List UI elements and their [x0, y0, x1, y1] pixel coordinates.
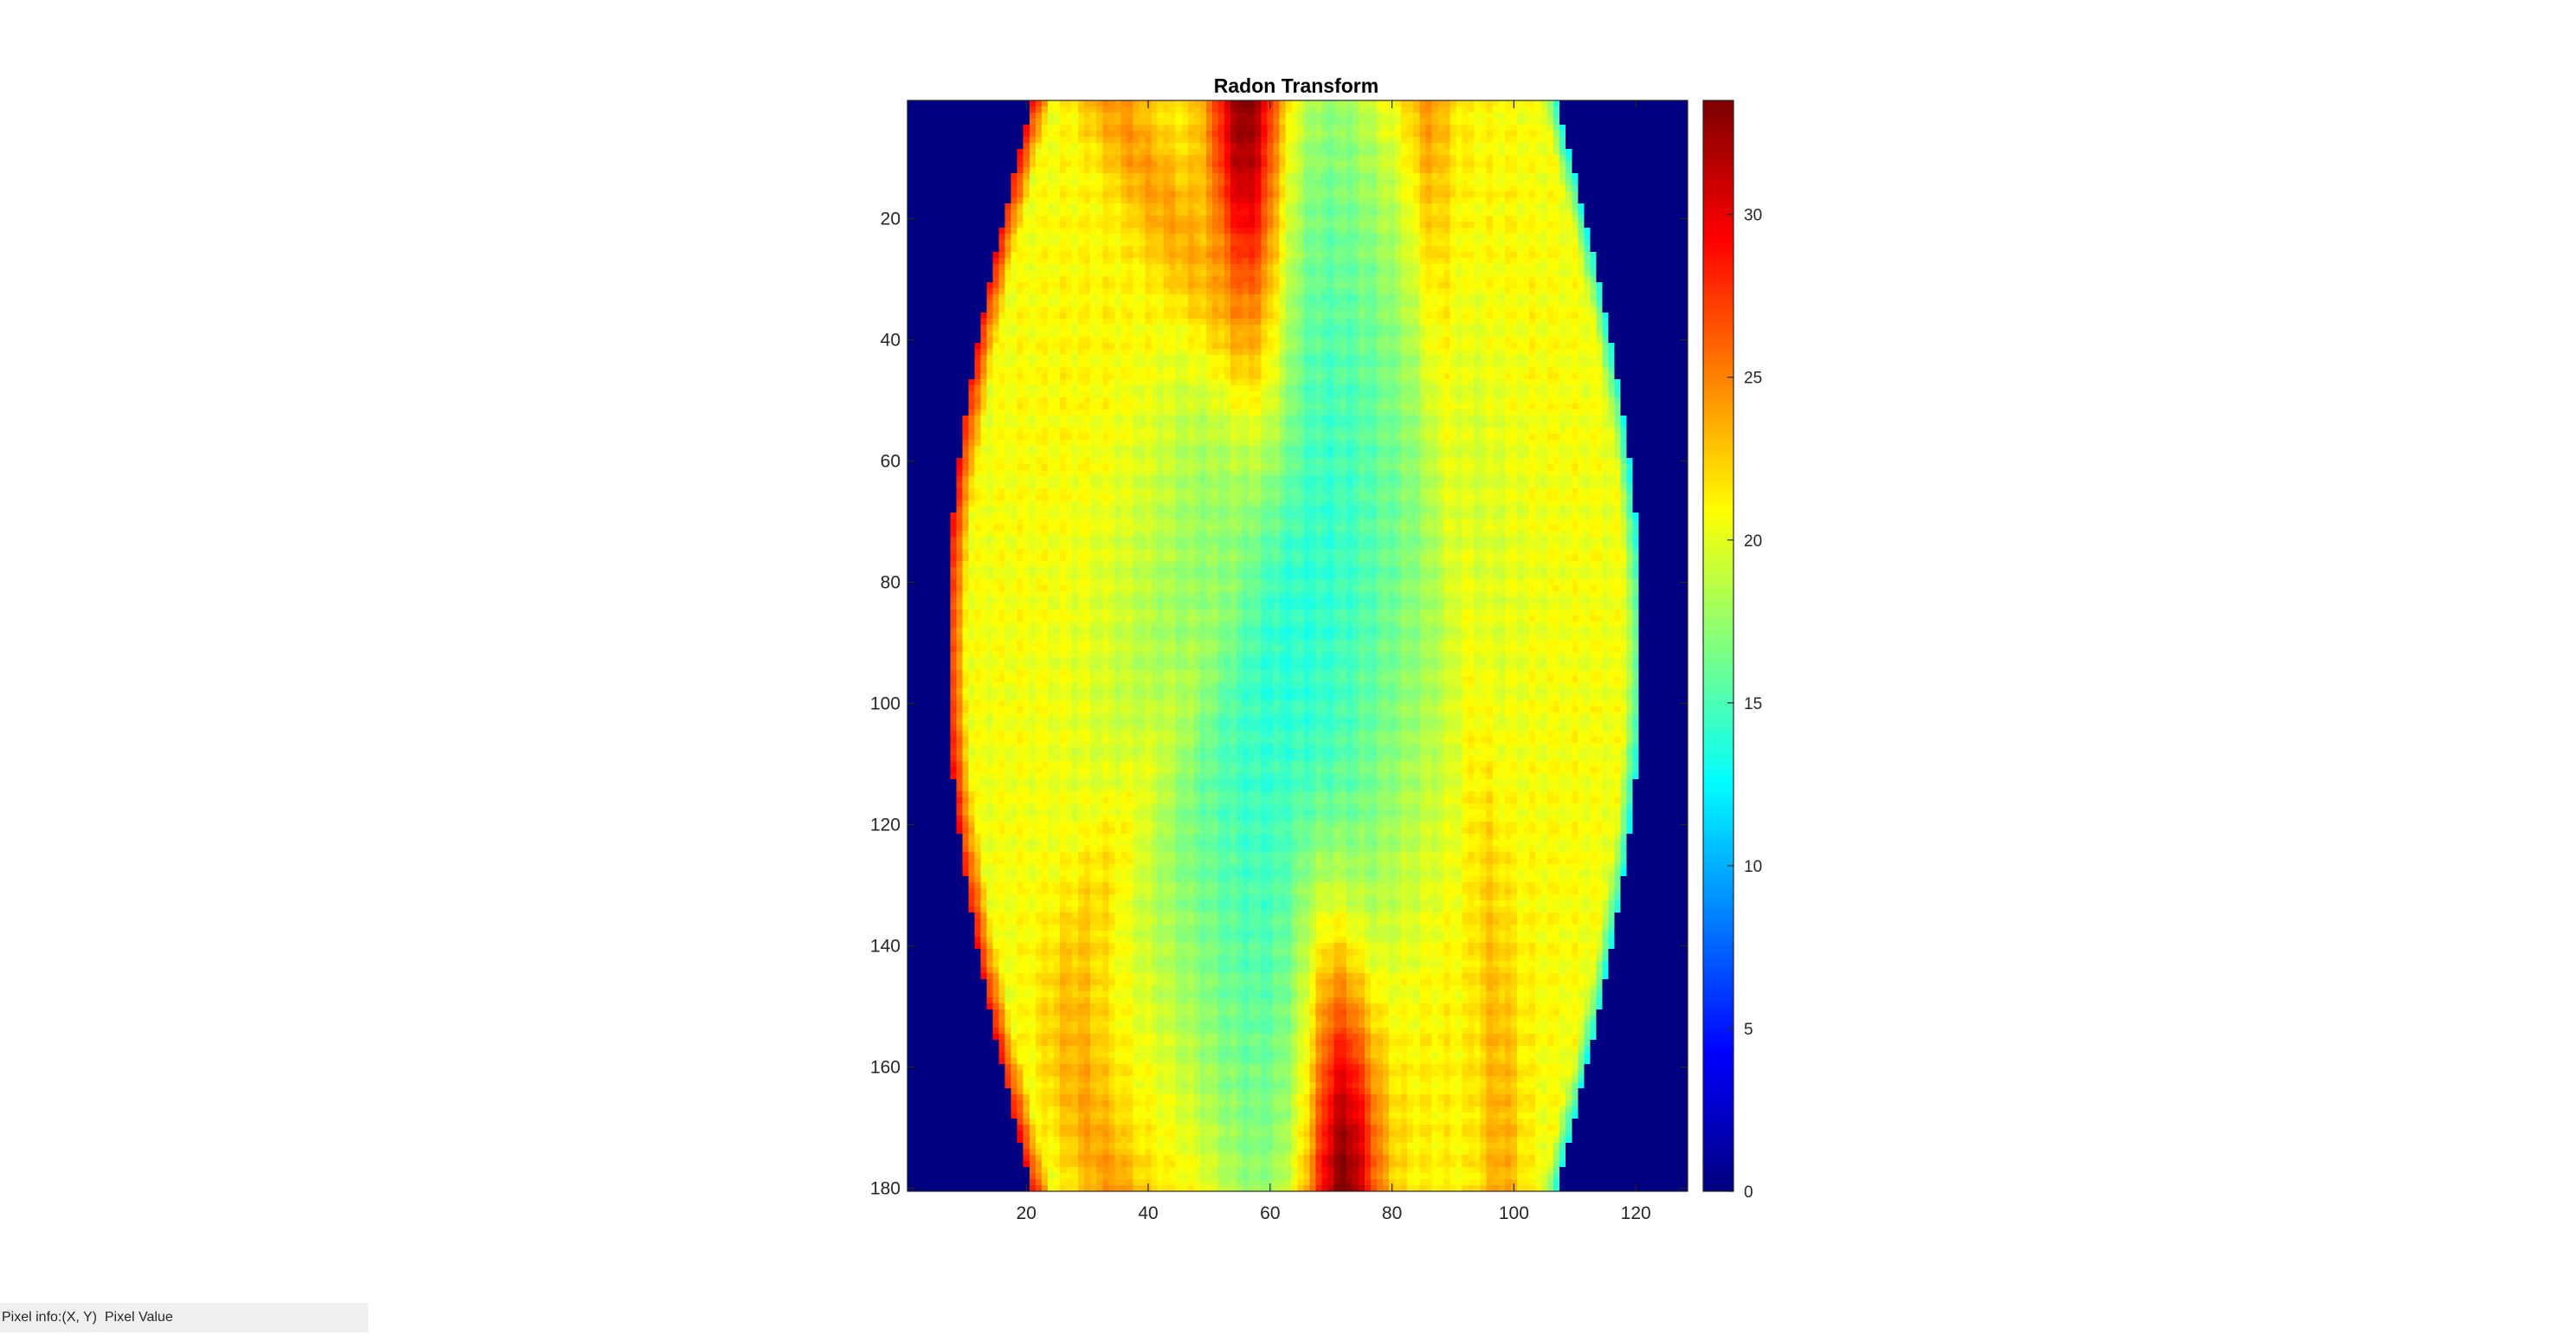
pixel-info-status-bar: Pixel info: (X, Y) Pixel Value — [0, 1303, 368, 1332]
heatmap-image[interactable] — [907, 100, 1688, 1191]
colorbar-box — [1702, 100, 1734, 1192]
colorbar-tick-label: 25 — [1744, 370, 1762, 388]
y-axis: 20 40 60 80 100 120 140 160 180 — [870, 210, 1688, 1199]
x-axis: 20 40 60 80 100 120 — [1017, 100, 1651, 1223]
colorbar-tick-label: 5 — [1744, 1021, 1753, 1039]
x-tick-label: 20 — [1017, 1203, 1036, 1223]
x-tick-label: 120 — [1621, 1203, 1651, 1223]
x-tick-label: 40 — [1138, 1203, 1158, 1223]
x-tick-label: 100 — [1499, 1203, 1529, 1223]
y-tick-label: 160 — [870, 1058, 901, 1078]
y-tick-label: 40 — [881, 331, 901, 351]
colorbar-tick-label: 10 — [1744, 858, 1762, 876]
y-tick-label: 20 — [881, 210, 901, 229]
heatmap-image-container — [907, 100, 1688, 1191]
chart-title: Radon Transform — [1214, 74, 1378, 97]
colorbar-tick-label: 0 — [1744, 1183, 1753, 1202]
y-tick-label: 180 — [870, 1179, 901, 1199]
colorbar-gradient — [1703, 100, 1733, 1191]
colorbar-tick-label: 15 — [1744, 695, 1762, 713]
x-tick-label: 60 — [1260, 1203, 1280, 1223]
colorbar-ticks: 0 5 10 15 20 25 30 — [1727, 207, 1762, 1202]
colorbar-container — [1703, 100, 1733, 1191]
pixel-info-label: Pixel info: — [2, 1310, 62, 1325]
x-tick-label: 80 — [1382, 1203, 1402, 1223]
y-tick-label: 100 — [870, 694, 901, 714]
colorbar-tick-label: 30 — [1744, 207, 1762, 225]
y-tick-label: 140 — [870, 937, 901, 957]
colorbar-tick-label: 20 — [1744, 532, 1762, 551]
axes-box — [907, 100, 1688, 1192]
pixel-info-value: (X, Y) Pixel Value — [61, 1310, 173, 1325]
y-tick-label: 80 — [881, 573, 901, 593]
y-tick-label: 120 — [870, 816, 901, 835]
y-tick-label: 60 — [881, 452, 901, 472]
